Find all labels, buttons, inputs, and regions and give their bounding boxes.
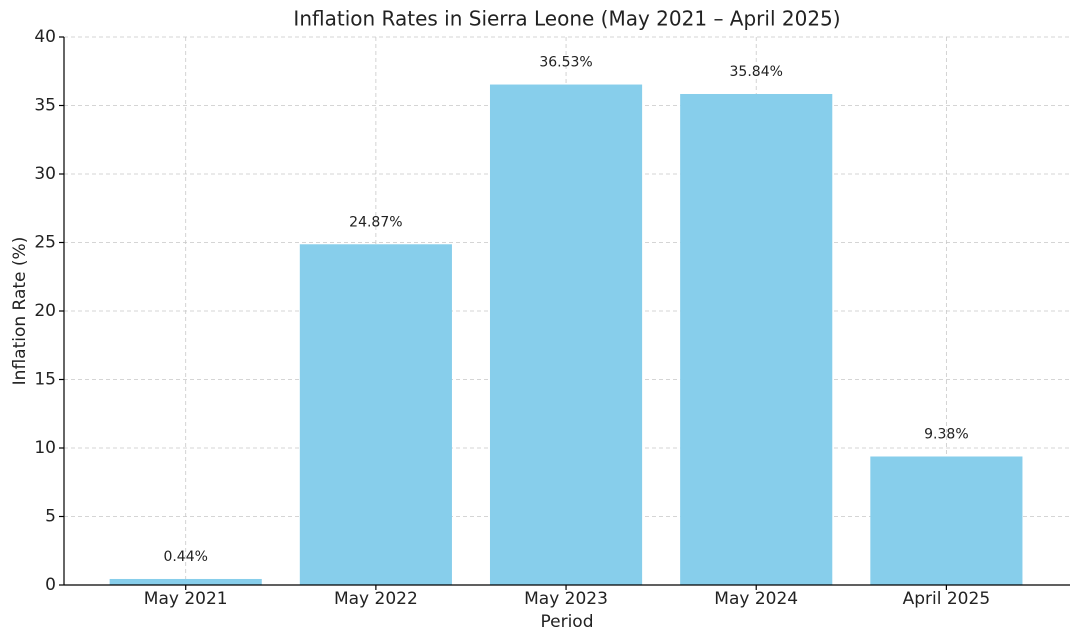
value-label: 9.38%	[924, 426, 968, 442]
x-tick-label: April 2025	[903, 589, 991, 609]
bar	[870, 456, 1023, 585]
chart-title: Inflation Rates in Sierra Leone (May 202…	[293, 7, 840, 31]
y-tick-label: 10	[34, 438, 56, 458]
bar	[299, 244, 452, 585]
y-tick-label: 25	[34, 233, 56, 253]
y-axis-label: Inflation Rate (%)	[10, 237, 30, 386]
x-axis-label: Period	[540, 612, 593, 632]
x-tick-label: May 2023	[524, 589, 608, 609]
y-tick-label: 30	[34, 164, 56, 184]
y-tick-label: 15	[34, 370, 56, 390]
y-tick-label: 35	[34, 96, 56, 116]
bar	[489, 84, 643, 585]
x-tick-label: May 2022	[334, 589, 418, 609]
value-label: 24.87%	[349, 214, 402, 230]
y-tick-label: 20	[34, 301, 56, 321]
bar	[680, 93, 833, 585]
x-tick-label: May 2021	[144, 589, 228, 609]
y-tick-label: 0	[45, 575, 56, 595]
y-tick-label: 40	[34, 27, 56, 47]
bar	[109, 578, 262, 585]
value-label: 0.44%	[163, 549, 207, 565]
value-label: 35.84%	[730, 64, 783, 80]
value-label: 36.53%	[539, 55, 592, 71]
x-tick-label: May 2024	[714, 589, 798, 609]
y-tick-label: 5	[45, 507, 56, 527]
